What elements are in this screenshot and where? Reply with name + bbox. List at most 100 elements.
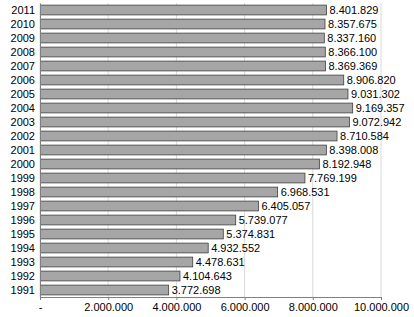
- data-label: 8.192.948: [322, 158, 371, 170]
- data-label: 8.401.829: [330, 4, 379, 16]
- y-tick: 2004: [11, 102, 35, 114]
- y-tick-label: 2004: [11, 102, 35, 114]
- y-tick-label: 2007: [11, 60, 35, 72]
- y-tick: 1996: [11, 214, 35, 226]
- data-label: 5.374.831: [226, 228, 275, 240]
- y-tick: 1992: [11, 270, 35, 282]
- grid-line: [40, 3, 41, 297]
- x-tick-mark: [313, 297, 314, 300]
- y-tick: 1995: [11, 228, 35, 240]
- bar: [40, 47, 325, 57]
- data-label: 4.932.552: [211, 242, 260, 254]
- x-tick: 4.000.000: [152, 297, 201, 313]
- bar: [40, 257, 193, 267]
- y-tick: 1997: [11, 200, 35, 212]
- data-label: 4.478.631: [196, 256, 245, 268]
- plot: - 2.000.000 4.000.000 6.000.000 8.000.000 10.…: [11, 3, 410, 313]
- data-label: 8.357.675: [328, 18, 377, 30]
- y-tick-label: 2008: [11, 46, 35, 58]
- data-label: 8.710.584: [340, 130, 389, 142]
- y-tick: 2011: [11, 4, 35, 16]
- grid: [40, 3, 381, 297]
- y-tick: 1991: [11, 284, 35, 296]
- x-tick: 2.000.000: [84, 297, 133, 313]
- x-tick-mark: [176, 297, 177, 300]
- x-tick: 8.000.000: [289, 297, 338, 313]
- data-label: 4.104.643: [183, 270, 232, 282]
- x-tick-label: -: [39, 301, 43, 313]
- bar: [40, 145, 326, 155]
- chart: - 2.000.000 4.000.000 6.000.000 8.000.000 10.…: [0, 0, 414, 317]
- y-tick: 2002: [11, 130, 35, 142]
- y-tick-label: 1995: [11, 228, 35, 240]
- y-tick: 1993: [11, 256, 35, 268]
- x-tick-mark: [245, 297, 246, 300]
- data-label: 6.968.531: [281, 186, 330, 198]
- y-tick-label: 2002: [11, 130, 35, 142]
- y-tick: 2005: [11, 88, 35, 100]
- y-tick: 2008: [11, 46, 35, 58]
- y-tick: 2006: [11, 74, 35, 86]
- x-tick-mark: [381, 297, 382, 300]
- x-tick-label: 10.000.000: [354, 301, 409, 313]
- bar: [40, 33, 324, 43]
- data-label: 9.169.357: [356, 102, 405, 114]
- y-tick-label: 2005: [11, 88, 35, 100]
- y-tick-label: 1999: [11, 172, 35, 184]
- data-label: 5.739.077: [239, 214, 288, 226]
- bar: [40, 89, 348, 99]
- bar: [40, 271, 180, 281]
- bar: [40, 131, 337, 141]
- bar: [40, 173, 305, 183]
- bar: [40, 5, 327, 15]
- data-labels: 3.772.6984.104.6434.478.6314.932.5525.37…: [172, 4, 405, 296]
- x-tick-label: 6.000.000: [221, 301, 270, 313]
- y-tick: 1998: [11, 186, 35, 198]
- y-axis: 1991 1992 1993 1994 1995 1996 1997 1998 1999 2000…: [11, 4, 41, 298]
- x-tick-label: 2.000.000: [84, 301, 133, 313]
- bar: [40, 229, 223, 239]
- y-tick-label: 1997: [11, 200, 35, 212]
- y-tick: 2003: [11, 116, 35, 128]
- x-tick-label: 4.000.000: [152, 301, 201, 313]
- y-tick: 2009: [11, 32, 35, 44]
- data-label: 8.369.369: [328, 60, 377, 72]
- data-label: 8.337.160: [327, 32, 376, 44]
- bar: [40, 19, 325, 29]
- y-tick-label: 1991: [11, 284, 35, 296]
- x-tick: 6.000.000: [221, 297, 270, 313]
- y-tick-label: 2011: [11, 4, 35, 16]
- data-label: 8.906.820: [347, 74, 396, 86]
- data-label: 9.072.942: [352, 116, 401, 128]
- bar: [40, 215, 236, 225]
- y-tick-label: 2001: [11, 144, 35, 156]
- y-tick: 1999: [11, 172, 35, 184]
- data-label: 7.769.199: [308, 172, 357, 184]
- y-tick-label: 1994: [11, 242, 35, 254]
- bar: [40, 75, 344, 85]
- y-axis-line: [40, 4, 41, 298]
- data-label: 6.405.057: [261, 200, 310, 212]
- data-label: 9.031.302: [351, 88, 400, 100]
- y-tick: 1994: [11, 242, 35, 254]
- bar: [40, 61, 325, 71]
- y-tick-label: 1998: [11, 186, 35, 198]
- y-tick-label: 2000: [11, 158, 35, 170]
- bar: [40, 243, 208, 253]
- x-tick: -: [39, 297, 43, 313]
- x-tick-mark: [108, 297, 109, 300]
- y-tick: 2007: [11, 60, 35, 72]
- y-tick-label: 2010: [11, 18, 35, 30]
- y-tick: 2001: [11, 144, 35, 156]
- y-tick-label: 1992: [11, 270, 35, 282]
- bar: [40, 103, 353, 113]
- data-label: 8.398.008: [329, 144, 378, 156]
- x-tick-label: 8.000.000: [289, 301, 338, 313]
- bar: [40, 117, 349, 127]
- data-label: 8.366.100: [328, 46, 377, 58]
- y-tick-label: 2009: [11, 32, 35, 44]
- x-axis: - 2.000.000 4.000.000 6.000.000 8.000.000 10.…: [39, 297, 409, 313]
- bar: [40, 285, 169, 295]
- y-tick-label: 1993: [11, 256, 35, 268]
- x-tick: 10.000.000: [354, 297, 409, 313]
